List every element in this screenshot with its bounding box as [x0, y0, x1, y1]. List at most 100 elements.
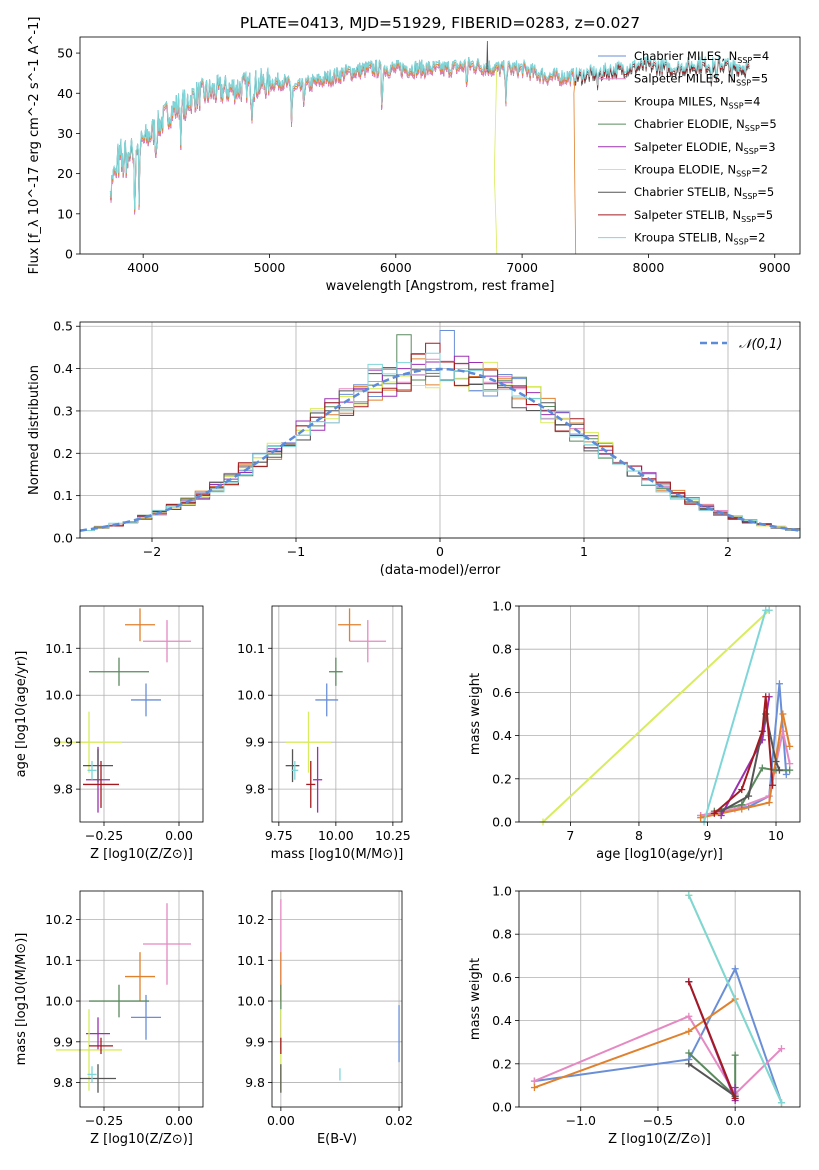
x-axis-label: (data-model)/error [380, 563, 501, 578]
y-tick-label: 9.9 [53, 735, 73, 750]
y-tick-label: 0.1 [53, 488, 73, 503]
axes-frame [79, 890, 204, 1108]
y-tick-label: 10 [57, 206, 73, 221]
x-tick-label: −0.25 [85, 1113, 123, 1128]
x-tick-label: 7000 [506, 260, 538, 275]
mass-vs-ebv-panel: 0.00 0.02 9.8 9.9 10.0 10.1 10.2 E(B-V) [237, 890, 413, 1147]
axes-frame [518, 605, 801, 823]
y-tick-label: 0.6 [492, 685, 512, 700]
legend-label: 𝒩(0,1) [739, 337, 782, 352]
spectrum-line-kroupa-stelib [109, 55, 750, 210]
y-tick-label: 0.0 [492, 1100, 512, 1115]
legend-label: Salpeter STELIB, NSSP=5 [634, 208, 773, 224]
x-tick-label: 10.25 [375, 828, 411, 843]
y-tick-label: 50 [57, 46, 73, 61]
x-axis-label: Z [log10(Z/Z⊙)] [90, 847, 193, 862]
errorbar-kroupa-elodie [285, 711, 332, 773]
axes-frame [271, 890, 403, 1108]
y-tick-label: 10.1 [45, 953, 73, 968]
x-axis-label: wavelength [Angstrom, rest frame] [326, 279, 555, 294]
y-tick-label: 10.0 [45, 688, 73, 703]
y-tick-label: 9.9 [245, 735, 265, 750]
weight-line-chabrier-stelib [688, 1062, 736, 1098]
y-tick-label: 0.2 [53, 446, 73, 461]
figure-title: PLATE=0413, MJD=51929, FIBERID=0283, z=0… [240, 14, 640, 32]
x-tick-label: −2 [143, 544, 161, 559]
y-tick-label: 10.1 [237, 641, 265, 656]
y-tick-label: 0.8 [492, 927, 512, 942]
histogram-kroupa-stelib [79, 352, 801, 538]
x-tick-label: 0.00 [165, 828, 193, 843]
errorbar-kroupa-elodie [56, 711, 122, 773]
errorbar-salpeter-elodie [86, 1017, 110, 1050]
x-axis-label: Z [log10(Z/Z⊙)] [90, 1132, 193, 1147]
errorbar-points [285, 608, 387, 813]
y-axis-label: mass weight [468, 958, 483, 1040]
x-tick-label: 8 [635, 828, 643, 843]
x-tick-label: 0.0 [725, 1113, 745, 1128]
errorbar-chabrier-elodie [89, 984, 149, 1018]
y-tick-label: 10.0 [237, 688, 265, 703]
y-tick-label: 0.0 [53, 531, 73, 546]
spectrum-panel: 4000 5000 6000 7000 8000 9000 0 10 20 30 40 50 Chabr… [27, 17, 801, 294]
x-tick-label: 2 [724, 544, 732, 559]
errorbar-points [280, 899, 400, 1093]
errorbar-points [56, 903, 191, 1093]
mass-weight-vs-z-panel: −1.0 −0.5 0.0 0.0 0.2 0.4 0.6 0.8 1.0 Z [log10(Z/… [468, 884, 801, 1147]
x-tick-label: −0.25 [85, 828, 123, 843]
legend-label: Chabrier STELIB, NSSP=5 [634, 185, 774, 201]
errorbar-kroupa-stelib [87, 760, 97, 780]
axes-frame [518, 890, 801, 1108]
age-vs-z-panel: −0.25 0.00 9.8 9.9 10.0 10.1 Z [log10(Z/Z⊙)] ag… [14, 605, 204, 862]
x-tick-label: 4000 [127, 260, 159, 275]
x-tick-label: −1.0 [566, 1113, 596, 1128]
legend-label: Kroupa MILES, NSSP=4 [634, 94, 760, 110]
weight-lines [530, 891, 785, 1107]
errorbar-kroupa-miles [338, 608, 361, 642]
weight-lines [539, 606, 794, 826]
axes-frame [79, 605, 204, 823]
errorbar-chabrier-elodie [89, 657, 149, 686]
y-tick-label: 0.4 [492, 728, 512, 743]
errorbar-salpeter-miles [349, 620, 387, 663]
errorbar-chabrier-stelib [83, 749, 113, 783]
y-tick-label: 1.0 [492, 884, 512, 899]
errorbar-kroupa-miles [125, 608, 155, 642]
errorbar-chabrier-miles [315, 683, 339, 717]
residuals-panel: −2 −1 0 1 2 0.0 0.1 0.2 0.3 0.4 0.5 𝒩(0,1) (data-mod… [27, 319, 801, 578]
y-tick-label: 9.9 [53, 1034, 73, 1049]
x-tick-label: 9.75 [265, 828, 293, 843]
legend-label: Salpeter ELODIE, NSSP=3 [634, 140, 776, 156]
errorbar-points [56, 608, 191, 813]
x-tick-label: 8000 [633, 260, 665, 275]
weight-line-kroupa-elodie [542, 609, 770, 823]
y-tick-label: 0.3 [53, 403, 73, 418]
y-tick-label: 1.0 [492, 599, 512, 614]
errorbar-salpeter-miles [143, 903, 191, 985]
x-tick-label: 0 [436, 544, 444, 559]
errorbar-kroupa-stelib [291, 760, 299, 780]
errorbar-kroupa-stelib [87, 1066, 97, 1083]
y-tick-label: 20 [57, 166, 73, 181]
spectrum-emission-spike [486, 41, 489, 74]
y-tick-label: 10.1 [237, 953, 265, 968]
weight-line-kroupa-stelib [687, 894, 783, 1104]
axes-frame [271, 605, 403, 823]
y-tick-label: 0.5 [53, 319, 73, 334]
weight-line-salpeter-stelib [687, 981, 737, 1099]
grid-lines [272, 606, 402, 822]
y-axis-label: Flux [f_λ 10^-17 erg cm^-2 s^-1 A^-1] [27, 17, 42, 275]
x-tick-label: −1 [287, 544, 305, 559]
x-tick-label: 0.00 [267, 1113, 295, 1128]
y-tick-label: 0.2 [492, 1056, 512, 1071]
y-tick-label: 0.4 [53, 361, 73, 376]
y-tick-label: 9.8 [53, 1075, 73, 1090]
y-tick-label: 0.2 [492, 771, 512, 786]
x-axis-label: mass [log10(M/M⊙)] [271, 847, 404, 862]
age-vs-mass-panel: 9.75 10.00 10.25 9.8 9.9 10.0 10.1 mass [log10(… [237, 605, 411, 862]
y-tick-label: 9.8 [53, 782, 73, 797]
y-tick-label: 30 [57, 126, 73, 141]
y-axis-label: mass weight [468, 673, 483, 755]
y-tick-label: 10.0 [237, 994, 265, 1009]
